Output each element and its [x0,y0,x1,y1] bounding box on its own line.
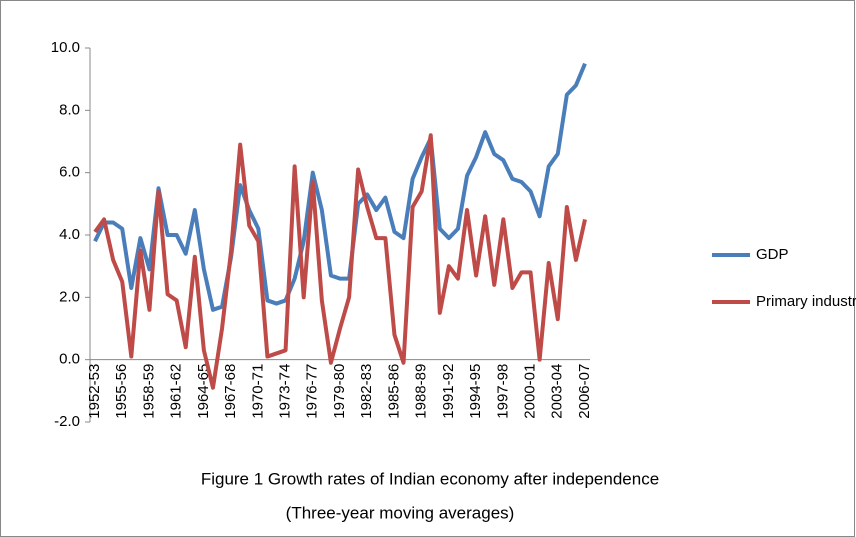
x-tick-label: 1991-92 [440,364,457,419]
y-tick-label: 8.0 [59,101,80,118]
x-tick-label: 1967-68 [222,364,239,419]
data-line [93,133,587,390]
y-tick-label: 10.0 [51,39,80,56]
chart-subtitle: (Three-year moving averages) [286,503,515,522]
data-line [93,62,587,312]
x-tick-label: 1976-77 [304,364,321,419]
x-tick-label: 1985-86 [385,364,402,419]
legend-label: Primary industries [756,293,856,310]
y-tick-label: -2.0 [54,413,80,430]
x-tick-label: 1982-83 [358,364,375,419]
x-tick-label: 1994-95 [467,364,484,419]
x-tick-label: 2000-01 [522,364,539,419]
x-tick-label: 1964-65 [195,364,212,419]
x-tick-label: 2006-07 [576,364,593,419]
x-tick-label: 1988-89 [413,364,430,419]
y-tick-label: 0.0 [59,351,80,368]
x-tick-label: 1970-71 [249,364,266,419]
x-tick-label: 2003-04 [549,364,566,419]
x-tick-label: 1961-62 [168,364,185,419]
x-tick-label: 1958-59 [140,364,157,419]
x-tick-label: 1973-74 [277,364,294,419]
x-tick-label: 1952-53 [86,364,103,419]
y-tick-label: 2.0 [59,288,80,305]
x-tick-label: 1997-98 [494,364,511,419]
y-tick-label: 4.0 [59,226,80,243]
legend-label: GDP [756,246,789,263]
x-tick-label: 1955-56 [113,364,130,419]
y-tick-label: 6.0 [59,164,80,181]
x-tick-label: 1979-80 [331,364,348,419]
chart-title: Figure 1 Growth rates of Indian economy … [201,469,659,488]
